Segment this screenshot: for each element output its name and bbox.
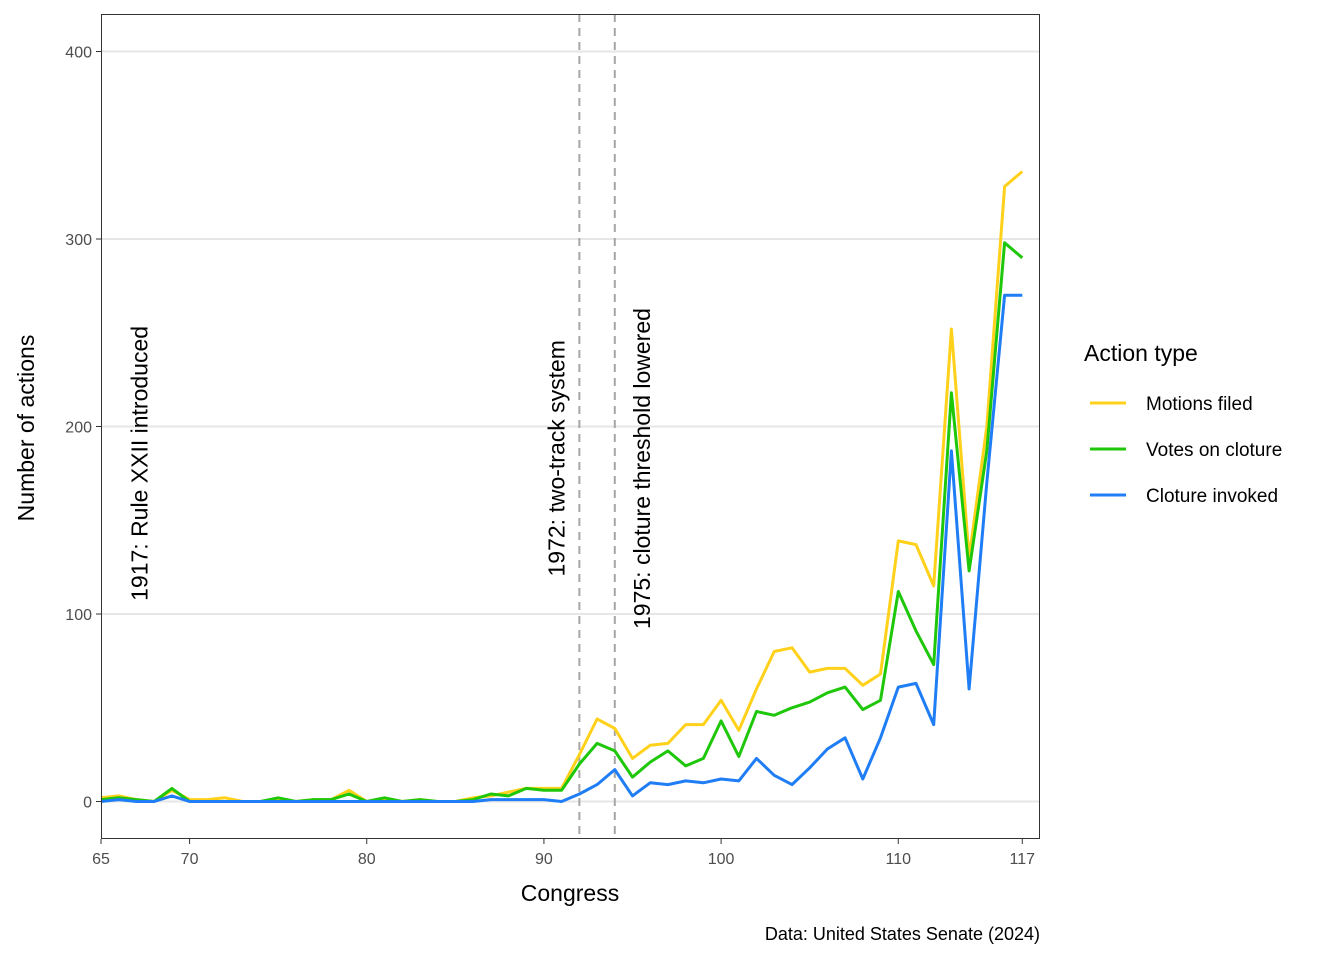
plot-panel-border: [101, 14, 1040, 839]
x-tick-label: 90: [535, 851, 553, 868]
y-tick-label: 400: [65, 45, 92, 62]
y-tick-label: 100: [65, 607, 92, 624]
x-tick-label: 100: [708, 851, 735, 868]
event-lines: [578, 14, 616, 839]
x-tick-label: 70: [181, 851, 199, 868]
x-axis: 65 70 80 90 100 110 117: [92, 839, 1035, 868]
series-line-cloture-invoked: [100, 293, 1023, 803]
event-annotation: 1972: two-track system: [543, 340, 569, 576]
y-tick-label: 0: [83, 795, 92, 812]
x-tick-label: 110: [886, 851, 912, 868]
x-tick-label: 117: [1010, 851, 1036, 868]
y-axis: 0 100 200 300 400: [65, 45, 101, 812]
x-tick-label: 80: [358, 851, 376, 868]
caption: Data: United States Senate (2024): [765, 924, 1040, 944]
y-tick-label: 300: [65, 232, 92, 249]
x-axis-title: Congress: [521, 880, 619, 906]
y-axis-title: Number of actions: [13, 335, 39, 522]
legend-entry: Votes on cloture: [1146, 440, 1282, 461]
y-tick-label: 200: [65, 420, 92, 437]
event-annotation: 1917: Rule XXII introduced: [127, 326, 153, 601]
legend-entry: Motions filed: [1146, 394, 1253, 415]
event-annotation: 1975: cloture threshold lowered: [629, 308, 655, 629]
x-tick-label: 65: [92, 851, 110, 868]
grid-lines: [101, 50, 1040, 803]
series-lines: [100, 170, 1024, 803]
event-annotations: 1917: Rule XXII introduced 1972: two-trac…: [127, 308, 655, 629]
legend: Action type Motions filed Votes on clotur…: [1084, 340, 1282, 507]
legend-entry: Cloture invoked: [1146, 486, 1278, 507]
legend-title: Action type: [1084, 340, 1198, 366]
